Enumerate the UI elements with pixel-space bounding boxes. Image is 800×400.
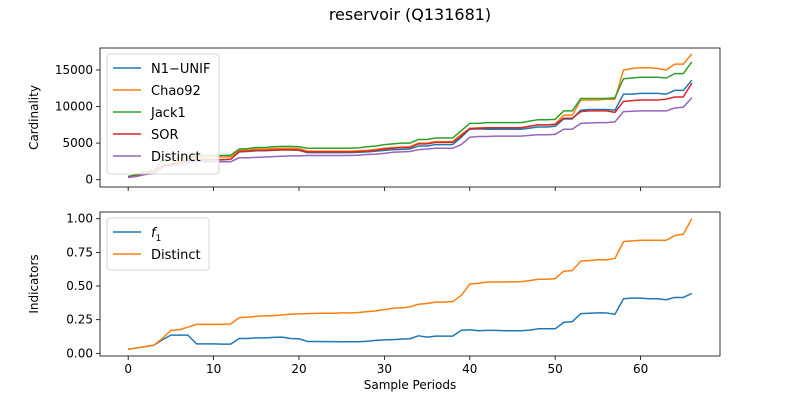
y-tick-label: 0.25 bbox=[66, 313, 93, 327]
series-line-0-2 bbox=[128, 61, 693, 178]
x-tick-label: 30 bbox=[377, 362, 392, 376]
x-tick-label: 20 bbox=[291, 362, 306, 376]
x-axis-label: Sample Periods bbox=[364, 378, 456, 392]
y-tick-label: 10000 bbox=[55, 100, 93, 114]
y-tick-label: 0.50 bbox=[66, 279, 93, 293]
indicators-panel: 0 10 20 30 40 50 60 0.00 0.25 0.50 0.75 1.00 Indicat… bbox=[27, 211, 721, 392]
legend-label-f1: f1 bbox=[151, 226, 161, 244]
y-tick-label: 0.75 bbox=[66, 245, 93, 259]
legend-label: Distinct bbox=[151, 248, 201, 263]
legend-label: N1−UNIF bbox=[151, 62, 210, 77]
cardinality-panel: 0 5000 10000 15000 Cardinality N1−UNIF Chao92 J… bbox=[27, 47, 721, 191]
x-tick-label: 40 bbox=[462, 362, 477, 376]
y-tick-label: 5000 bbox=[62, 136, 93, 150]
axes-frame bbox=[99, 211, 721, 357]
legend-box bbox=[106, 53, 220, 175]
y-axis-label: Cardinality bbox=[27, 85, 41, 150]
x-tick-label: 0 bbox=[124, 362, 132, 376]
y-tick-label: 1.00 bbox=[66, 212, 93, 226]
series-line-1-1 bbox=[128, 218, 693, 351]
x-tick-label: 50 bbox=[548, 362, 563, 376]
series-line-0-3 bbox=[128, 82, 693, 178]
x-tick-label: 10 bbox=[206, 362, 221, 376]
legend: N1−UNIF Chao92 Jack1 SOR Distinct bbox=[106, 53, 220, 175]
legend-box bbox=[106, 217, 210, 271]
y-axis-label: Indicators bbox=[27, 254, 41, 313]
series-line-0-4 bbox=[128, 97, 693, 179]
y-tick-label: 15000 bbox=[55, 63, 93, 77]
legend: f1 Distinct bbox=[106, 217, 210, 271]
legend-label: SOR bbox=[151, 128, 179, 143]
legend-label: Distinct bbox=[151, 150, 201, 165]
legend-label: Chao92 bbox=[151, 84, 201, 99]
figure-title: reservoir (Q131681) bbox=[329, 5, 491, 24]
legend-label: Jack1 bbox=[150, 106, 186, 121]
y-tick-label: 0.00 bbox=[66, 346, 93, 360]
series-line-1-0 bbox=[128, 292, 693, 351]
y-tick-label: 0 bbox=[85, 173, 93, 187]
axes-frame bbox=[99, 47, 721, 188]
x-tick-label: 60 bbox=[633, 362, 648, 376]
